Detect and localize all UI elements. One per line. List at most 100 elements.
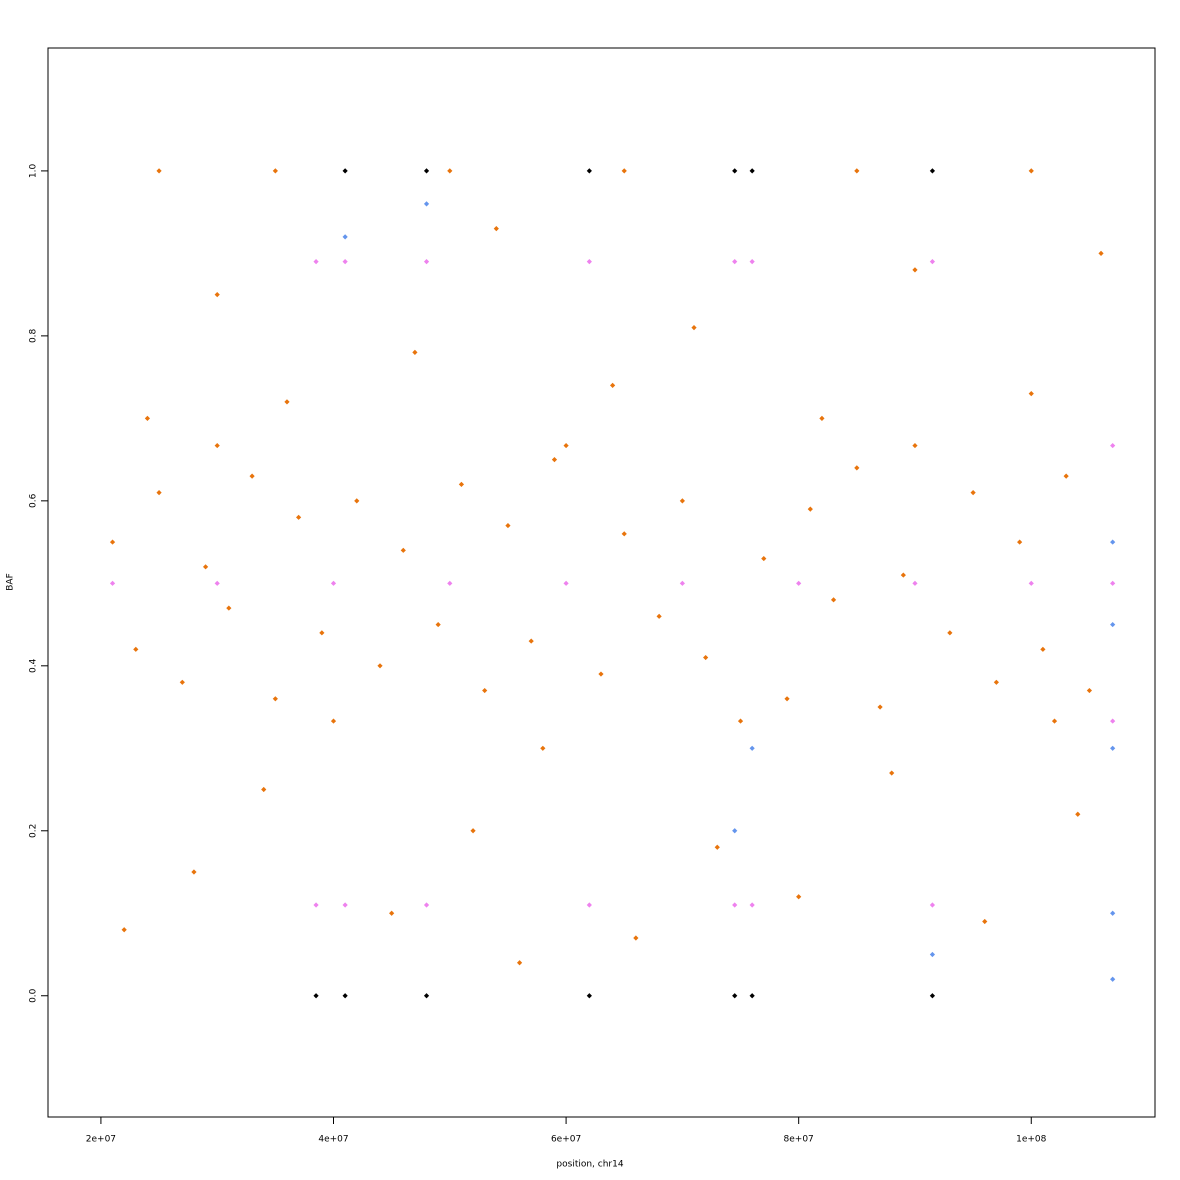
data-point (912, 580, 918, 586)
data-point (982, 918, 988, 925)
data-point (342, 259, 348, 265)
data-point (598, 671, 604, 677)
data-point (1075, 811, 1081, 817)
data-point (1028, 168, 1034, 174)
x-tick-label: 1e+08 (1016, 1135, 1047, 1145)
data-point (732, 259, 738, 265)
data-point (796, 894, 802, 900)
data-point (929, 168, 936, 174)
data-point (214, 580, 220, 586)
data-point (284, 399, 290, 405)
data-point (621, 168, 627, 174)
data-point (621, 531, 627, 537)
data-point (1086, 687, 1093, 694)
data-point (970, 489, 976, 496)
x-tick-label: 8e+07 (784, 1135, 814, 1145)
data-point (889, 770, 895, 776)
x-tick-label: 2e+07 (86, 1135, 116, 1145)
data-point (912, 442, 918, 449)
data-point (679, 498, 685, 504)
data-point (528, 638, 534, 644)
data-point (807, 506, 813, 512)
data-point (423, 201, 430, 207)
data-point (191, 869, 197, 875)
data-point (563, 580, 569, 586)
data-point (313, 259, 319, 265)
data-point (761, 555, 767, 562)
data-point (423, 993, 430, 999)
data-point (447, 580, 453, 586)
data-point (435, 621, 441, 628)
data-point (1028, 391, 1034, 397)
y-tick-label: 1.0 (29, 163, 39, 178)
data-point (929, 951, 936, 958)
data-point (1110, 621, 1116, 628)
data-point (854, 465, 860, 471)
data-point (1017, 539, 1023, 545)
data-point (1051, 718, 1058, 724)
data-point (854, 168, 860, 174)
data-point (249, 473, 255, 479)
x-tick-label: 6e+07 (551, 1135, 581, 1145)
data-point (156, 489, 162, 496)
data-point (732, 993, 738, 999)
data-point (342, 168, 348, 174)
data-point (1110, 442, 1116, 449)
data-point (214, 292, 220, 298)
data-point (1110, 910, 1116, 916)
data-point (749, 993, 755, 999)
data-point (261, 786, 267, 793)
data-point (691, 325, 697, 331)
data-point (1110, 718, 1116, 724)
data-point (929, 259, 936, 265)
data-point (354, 498, 360, 504)
plot-frame (47, 47, 1156, 1118)
data-point (929, 902, 936, 908)
data-point (749, 745, 755, 751)
y-axis-label: BAF (6, 573, 16, 591)
data-point (505, 522, 511, 529)
x-tick-label: 4e+07 (318, 1135, 348, 1145)
data-point (109, 580, 116, 586)
x-axis-label: position, chr14 (556, 1160, 623, 1170)
data-point (947, 630, 953, 636)
data-point (1098, 250, 1104, 256)
data-point (900, 572, 906, 578)
data-point (819, 415, 825, 421)
data-point (610, 382, 616, 388)
data-point (633, 935, 639, 941)
data-point (226, 605, 232, 611)
data-point (586, 168, 592, 174)
data-point (586, 902, 592, 908)
data-point (400, 547, 406, 553)
data-point (342, 993, 348, 999)
data-point (732, 828, 738, 834)
data-point (749, 902, 755, 908)
data-point (586, 993, 592, 999)
data-point (144, 415, 151, 421)
data-point (1110, 539, 1116, 545)
data-point (732, 168, 738, 174)
data-point (470, 828, 476, 834)
data-point (679, 580, 685, 586)
data-point (214, 442, 220, 449)
data-point (156, 168, 162, 174)
data-point (423, 902, 430, 908)
data-point (993, 679, 999, 685)
data-point (703, 654, 709, 661)
data-point (737, 718, 744, 724)
data-point (540, 745, 546, 751)
data-point (732, 902, 738, 908)
data-point (1110, 976, 1116, 982)
data-point (389, 910, 395, 916)
data-point (1063, 473, 1069, 479)
data-point (458, 481, 465, 487)
y-tick-label: 0.4 (29, 658, 39, 673)
data-point (202, 564, 209, 570)
data-point (179, 679, 185, 685)
data-point (330, 718, 337, 724)
data-point (551, 456, 558, 463)
y-tick-label: 0.8 (29, 328, 39, 343)
data-point (330, 580, 337, 586)
